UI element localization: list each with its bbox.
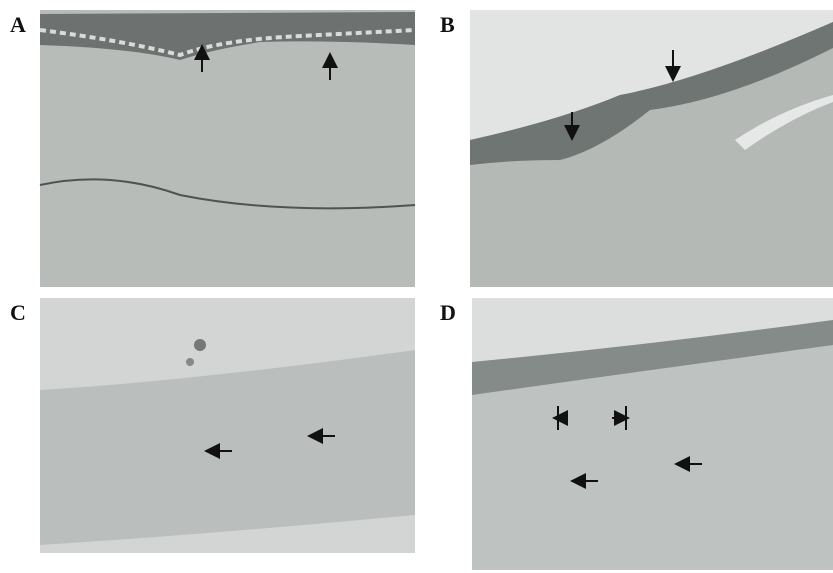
panel-b: B xyxy=(440,10,833,287)
panel-label: A xyxy=(10,12,26,37)
panel-c: C xyxy=(10,298,415,553)
panel-label: B xyxy=(440,12,455,37)
panel-label: C xyxy=(10,300,26,325)
panel-d: D xyxy=(440,298,833,570)
figure: A B C D xyxy=(0,0,833,573)
panel-label: D xyxy=(440,300,456,325)
panel-a: A xyxy=(10,10,415,287)
